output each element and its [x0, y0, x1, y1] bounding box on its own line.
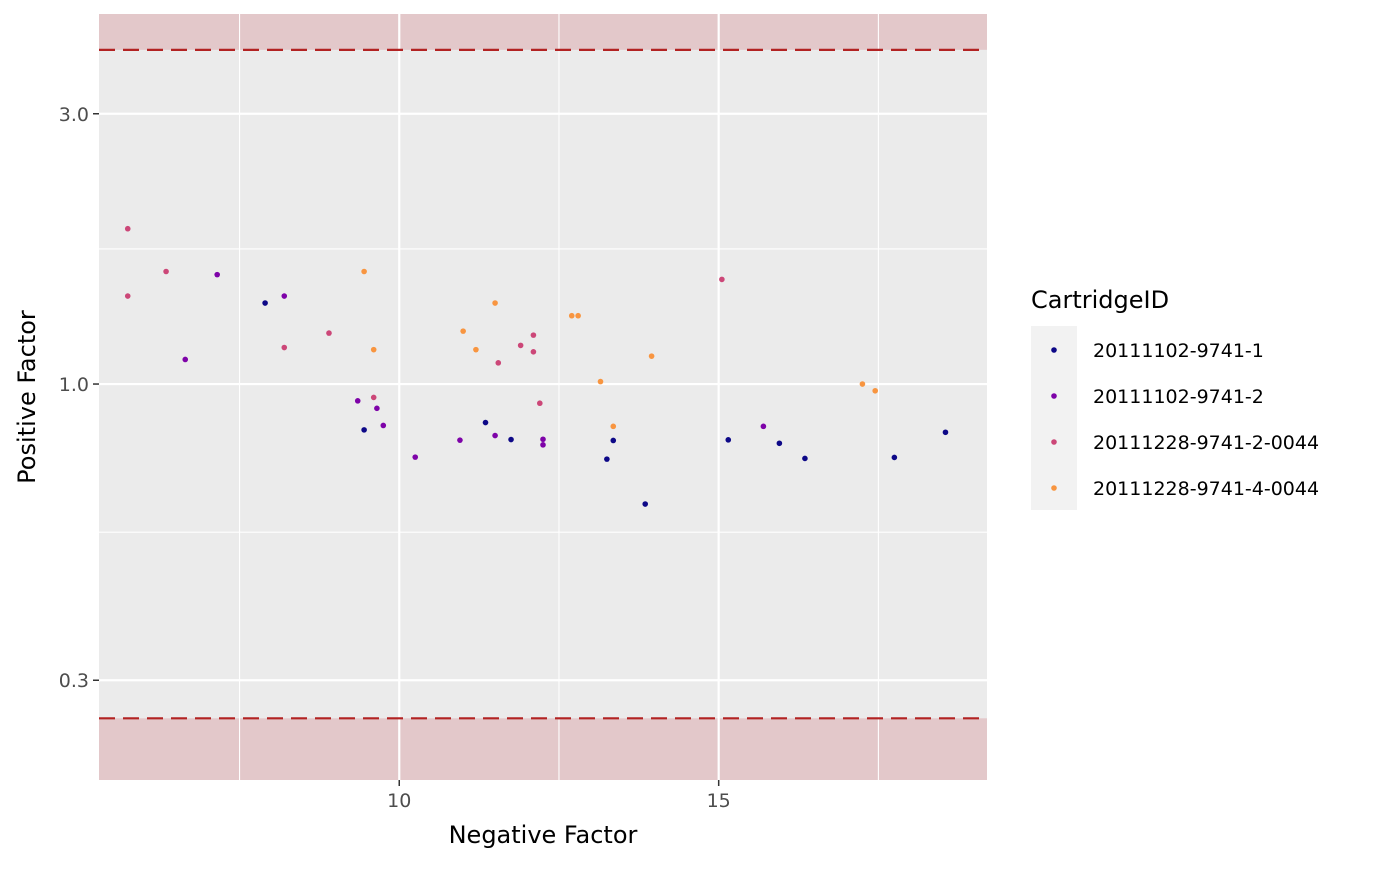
data-point	[124, 225, 131, 232]
data-point	[610, 437, 617, 444]
data-point	[942, 429, 949, 436]
legend-key-background	[1031, 326, 1077, 510]
data-point	[361, 427, 367, 433]
data-point	[517, 342, 524, 349]
legend-key	[1051, 393, 1057, 399]
data-point	[370, 394, 377, 401]
data-point	[473, 346, 479, 353]
data-point	[760, 423, 767, 430]
legend-key	[1051, 439, 1057, 445]
data-point	[492, 300, 498, 306]
legend-label: 20111228-9741-2-0044	[1093, 432, 1319, 454]
shaded-regions	[99, 14, 987, 780]
x-axis-title: Negative Factor	[449, 821, 638, 849]
legend-key	[1051, 485, 1057, 491]
data-point	[262, 300, 268, 306]
data-point	[604, 456, 610, 462]
legend-items: 20111102-9741-1 20111102-9741-2 20111228-9…	[1051, 340, 1319, 500]
data-point	[495, 360, 502, 366]
data-point	[361, 268, 367, 275]
data-point	[530, 349, 537, 355]
legend-label: 20111102-9741-2	[1093, 386, 1264, 408]
y-tick-label: 3.0	[59, 104, 89, 126]
y-tick-label: 1.0	[59, 374, 89, 396]
reference-lines	[99, 48, 987, 720]
data-point	[281, 344, 288, 351]
data-point	[719, 276, 725, 283]
data-point	[642, 501, 649, 507]
data-point	[163, 268, 169, 275]
panel-background	[99, 14, 987, 780]
data-point	[326, 330, 332, 336]
x-tick-label: 10	[387, 790, 411, 812]
legend-title: CartridgeID	[1031, 286, 1169, 314]
shaded-region	[99, 14, 987, 50]
y-tick-label: 0.3	[59, 670, 89, 692]
data-point	[776, 440, 783, 447]
data-point	[537, 400, 543, 407]
legend-label: 20111228-9741-4-0044	[1093, 478, 1319, 500]
data-points	[124, 225, 949, 507]
data-point	[568, 312, 575, 319]
y-axis-title: Positive Factor	[13, 310, 41, 484]
data-point	[124, 293, 131, 299]
data-point	[412, 454, 419, 460]
data-point	[648, 353, 655, 359]
data-point	[725, 437, 732, 443]
data-point	[354, 398, 361, 404]
data-point	[281, 293, 288, 299]
data-point	[540, 436, 546, 443]
data-point	[370, 346, 377, 353]
data-point	[214, 271, 220, 278]
data-point	[460, 328, 466, 334]
data-point	[575, 312, 581, 319]
legend-key	[1051, 347, 1057, 353]
data-point	[540, 442, 546, 448]
shaded-region	[99, 718, 987, 780]
data-point	[457, 437, 463, 443]
grid-lines	[99, 14, 987, 780]
data-point	[182, 356, 189, 363]
data-point	[482, 419, 489, 426]
legend-label: 20111102-9741-1	[1093, 340, 1264, 362]
data-point	[859, 381, 866, 387]
data-point	[508, 436, 514, 443]
data-point	[597, 378, 604, 385]
data-point	[380, 422, 387, 429]
data-point	[374, 405, 380, 412]
legend: CartridgeID 20111102-9741-120111102-9741…	[1031, 286, 1319, 510]
data-point	[891, 454, 898, 461]
data-point	[802, 455, 808, 462]
data-point	[610, 423, 617, 430]
data-point	[872, 387, 879, 394]
axes: 10 15 0.3 1.0 3.0	[59, 104, 731, 812]
data-point	[492, 432, 498, 439]
x-tick-label: 15	[707, 790, 731, 812]
data-point	[530, 332, 537, 338]
